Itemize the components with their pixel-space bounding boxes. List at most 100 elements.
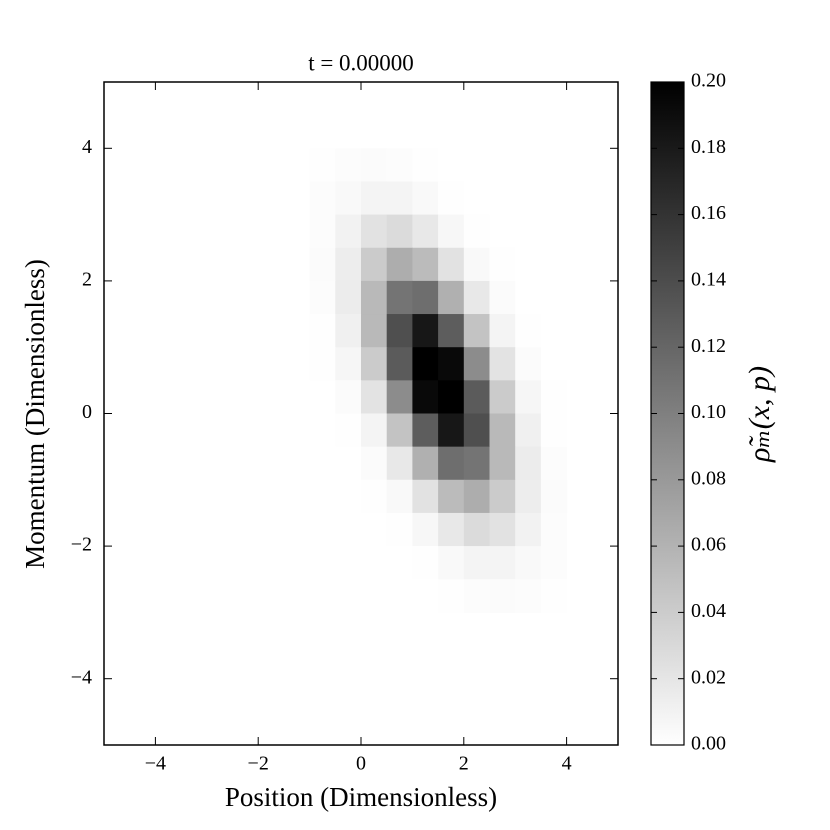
heatmap-cell: [540, 512, 568, 547]
heatmap-cell: [463, 214, 490, 249]
heatmap-cell: [309, 446, 336, 481]
heatmap-cell: [335, 579, 362, 613]
x-axis-label: Position (Dimensionless): [225, 782, 497, 812]
heatmap-cell: [515, 148, 542, 182]
colorbar-tick-label: 0.12: [691, 335, 726, 357]
heatmap-cell: [515, 280, 542, 315]
heatmap-cell: [412, 148, 439, 182]
x-tick-label: 2: [459, 753, 469, 775]
heatmap-cell: [361, 148, 388, 182]
heatmap-cell: [515, 314, 542, 348]
y-axis-label: Momentum (Dimensionless): [20, 259, 50, 569]
heatmap-cell: [540, 247, 568, 282]
heatmap-cell: [489, 512, 516, 547]
heatmap-cell: [463, 512, 490, 547]
heatmap-cell: [540, 181, 568, 216]
heatmap-cell: [515, 247, 542, 282]
chart-title: t = 0.00000: [308, 50, 414, 75]
heatmap-cell: [463, 446, 490, 481]
heatmap-cell: [412, 181, 439, 216]
y-tick-label: −2: [71, 534, 92, 556]
colorbar-tick-label: 0.18: [691, 136, 726, 158]
heatmap-cell: [438, 347, 465, 381]
heatmap-cell: [515, 347, 542, 381]
heatmap-cell: [515, 512, 542, 547]
heatmap-cell: [515, 214, 542, 249]
heatmap-cell: [412, 579, 439, 613]
heatmap-cell: [386, 314, 413, 348]
heatmap-cell: [489, 380, 516, 414]
heatmap-cell: [309, 280, 336, 315]
heatmap-cell: [309, 512, 336, 547]
heatmap-cell: [515, 181, 542, 216]
heatmap-cell: [386, 413, 413, 448]
heatmap-cell: [540, 413, 568, 448]
heatmap-cell: [540, 214, 568, 249]
heatmap-cell: [463, 579, 490, 613]
heatmap-cell: [386, 214, 413, 249]
heatmap-cell: [540, 546, 568, 580]
heatmap-cell: [412, 247, 439, 282]
heatmap-cell: [412, 314, 439, 348]
heatmap-cell: [489, 546, 516, 580]
heatmap-cell: [412, 280, 439, 315]
heatmap-cell: [489, 280, 516, 315]
heatmap-cell: [361, 181, 388, 216]
colorbar-tick-label: 0.20: [691, 70, 726, 92]
heatmap-cell: [489, 247, 516, 282]
heatmap-cell: [489, 446, 516, 481]
heatmap-cell: [361, 314, 388, 348]
heatmap-cell: [309, 181, 336, 216]
heatmap-cell: [386, 512, 413, 547]
x-tick-label: 4: [562, 753, 572, 775]
heatmap-cell: [335, 347, 362, 381]
colorbar-tick-label: 0.00: [691, 733, 726, 755]
heatmap-cell: [309, 479, 336, 514]
heatmap-cell: [515, 546, 542, 580]
heatmap-cell: [412, 512, 439, 547]
heatmap-cell: [309, 579, 336, 613]
heatmap-cell: [335, 479, 362, 514]
heatmap-cell: [438, 512, 465, 547]
heatmap-cell: [361, 380, 388, 414]
heatmap-cell: [438, 546, 465, 580]
heatmap-cell: [361, 247, 388, 282]
y-tick-label: 0: [82, 401, 92, 423]
y-tick-label: 4: [82, 136, 92, 158]
heatmap-cell: [438, 247, 465, 282]
heatmap-cell: [335, 380, 362, 414]
heatmap-cell: [489, 214, 516, 249]
heatmap-cell: [335, 214, 362, 249]
heatmap-cell: [309, 413, 336, 448]
heatmap-cell: [361, 546, 388, 580]
heatmap-cell: [540, 446, 568, 481]
colorbar-tick-label: 0.06: [691, 534, 726, 556]
heatmap-cell: [438, 314, 465, 348]
heatmap-cell: [309, 247, 336, 282]
heatmap-cell: [335, 247, 362, 282]
heatmap-cell: [361, 579, 388, 613]
heatmap-cell: [489, 479, 516, 514]
heatmap-cell: [463, 479, 490, 514]
heatmap-cell: [309, 148, 336, 182]
heatmap-cell: [438, 413, 465, 448]
colorbar-tick-label: 0.04: [691, 600, 726, 622]
heatmap-cell: [540, 380, 568, 414]
colorbar-tick-label: 0.10: [691, 401, 726, 423]
heatmap-cell: [463, 314, 490, 348]
heatmap-cell: [335, 314, 362, 348]
heatmap-cell: [335, 446, 362, 481]
heatmap-cell: [515, 479, 542, 514]
x-tick-label: 0: [356, 753, 366, 775]
heatmap-cell: [463, 546, 490, 580]
heatmap-cell: [335, 148, 362, 182]
heatmap-cell: [515, 579, 542, 613]
heatmap-cell: [361, 413, 388, 448]
heatmap-cell: [438, 181, 465, 216]
heatmap-cell: [463, 181, 490, 216]
heatmap-cell: [412, 546, 439, 580]
heatmap-cell: [412, 347, 439, 381]
heatmap-cell: [335, 280, 362, 315]
